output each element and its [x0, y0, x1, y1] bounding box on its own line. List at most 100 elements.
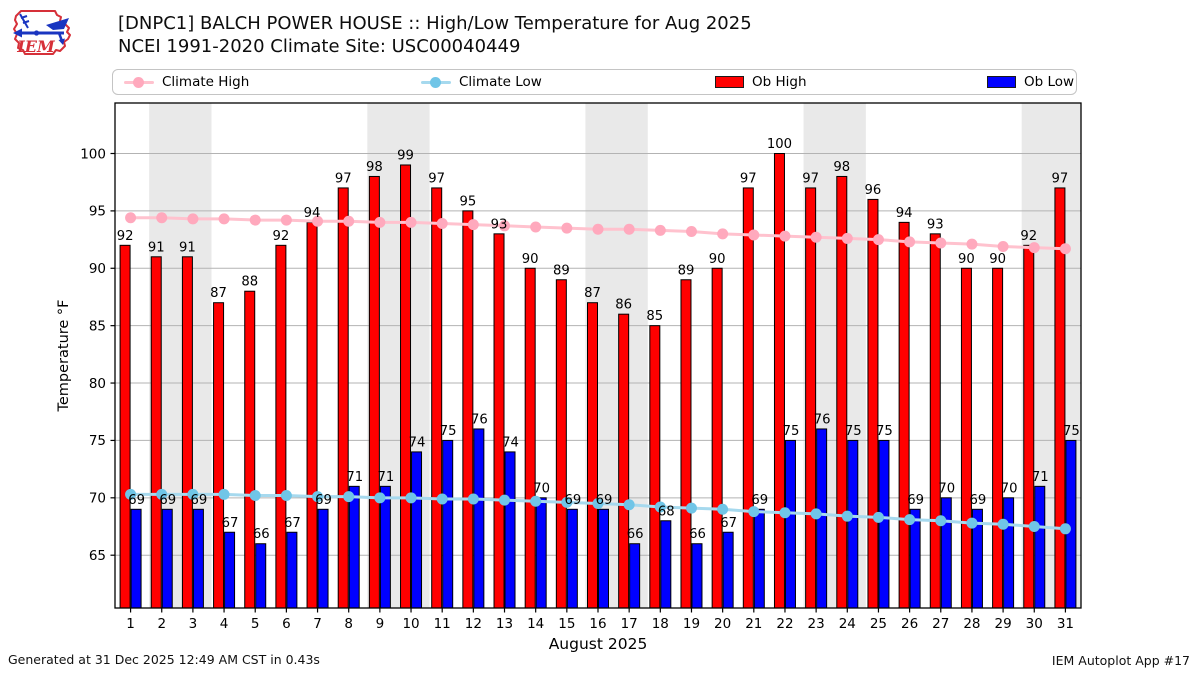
wind-vane-icon — [13, 13, 69, 45]
climate-line-marker — [218, 488, 230, 500]
bar — [462, 210, 474, 609]
bar — [286, 531, 298, 609]
x-tick-label: 16 — [589, 616, 606, 632]
legend-item-climate-low: Climate Low — [421, 70, 542, 94]
climate-line-marker — [997, 518, 1009, 530]
legend-label: Ob High — [752, 74, 807, 90]
legend: Climate High Climate Low Ob High Ob Low — [112, 69, 1077, 95]
y-tick-label: 85 — [89, 318, 106, 334]
x-tick-label: 1 — [126, 616, 135, 632]
climate-line-marker — [467, 219, 479, 231]
value-label: 100 — [767, 137, 792, 152]
climate-line-marker — [343, 491, 355, 503]
bar — [431, 187, 443, 609]
climate-line-marker — [810, 508, 822, 520]
x-tick-label: 5 — [251, 616, 260, 632]
value-label: 91 — [179, 240, 196, 255]
bar — [161, 508, 173, 609]
bar — [130, 508, 142, 609]
value-label: 98 — [833, 160, 850, 175]
bar — [660, 520, 672, 609]
x-axis-label: August 2025 — [549, 635, 648, 653]
legend-patch-icon — [987, 76, 1016, 88]
bar — [306, 221, 318, 609]
value-label: 94 — [304, 206, 321, 221]
climate-line-marker — [499, 220, 511, 232]
climate-line-marker — [436, 218, 448, 230]
legend-item-climate-high: Climate High — [124, 70, 249, 94]
climate-line-marker — [530, 221, 542, 233]
climate-line-marker — [904, 236, 916, 248]
value-label: 66 — [627, 527, 644, 542]
legend-label: Climate High — [162, 74, 250, 90]
climate-line-marker — [685, 502, 697, 514]
value-label: 75 — [783, 424, 800, 439]
x-tick-label: 31 — [1057, 616, 1074, 632]
x-tick-label: 11 — [434, 616, 451, 632]
value-label: 97 — [428, 171, 445, 186]
value-label: 71 — [346, 470, 363, 485]
bar — [773, 153, 785, 609]
climate-line-marker — [1028, 242, 1040, 254]
value-label: 89 — [553, 263, 570, 278]
value-label: 97 — [1052, 171, 1069, 186]
climate-line-marker — [530, 495, 542, 507]
x-tick-label: 15 — [558, 616, 575, 632]
legend-patch-icon — [715, 76, 744, 88]
ob-low-value-labels: 69 69 69 67 66 67 69 71 71 74 75 76 74 70 69 69 66 68 66 67… — [128, 412, 1080, 542]
climate-line-marker — [343, 215, 355, 227]
climate-line-marker — [280, 214, 292, 226]
x-tick-label: 4 — [220, 616, 229, 632]
bar — [940, 497, 952, 609]
value-label: 90 — [709, 252, 726, 267]
bar — [960, 267, 972, 609]
climate-line-marker — [156, 488, 168, 500]
value-label: 93 — [927, 217, 944, 232]
bar — [244, 290, 256, 609]
value-label: 97 — [335, 171, 352, 186]
x-tick-label: 7 — [313, 616, 322, 632]
bar — [255, 543, 267, 609]
climate-line-marker — [218, 213, 230, 225]
climate-line-marker — [717, 228, 729, 240]
value-label: 69 — [315, 493, 332, 508]
value-label: 70 — [1001, 481, 1018, 496]
climate-line-marker — [872, 234, 884, 246]
climate-line-marker — [561, 496, 573, 508]
bar — [337, 187, 349, 609]
climate-line-marker — [966, 238, 978, 250]
climate-line-marker — [405, 216, 417, 228]
chart-title: [DNPC1] BALCH POWER HOUSE :: High/Low Te… — [118, 13, 752, 34]
value-label: 75 — [876, 424, 893, 439]
value-label: 89 — [678, 263, 695, 278]
climate-line-marker — [249, 214, 261, 226]
climate-line-marker — [1028, 521, 1040, 533]
bar — [411, 451, 423, 609]
value-label: 75 — [845, 424, 862, 439]
bar — [119, 244, 131, 609]
climate-line-marker — [779, 230, 791, 242]
value-label: 96 — [865, 183, 882, 198]
x-tick-label: 24 — [839, 616, 856, 632]
y-tick-label: 100 — [80, 146, 106, 162]
climate-line-marker — [748, 506, 760, 518]
x-tick-label: 27 — [932, 616, 949, 632]
value-label: 70 — [533, 481, 550, 496]
x-tick-label: 18 — [652, 616, 669, 632]
legend-label: Climate Low — [459, 74, 542, 90]
bar — [555, 279, 567, 609]
climate-line-marker — [249, 490, 261, 502]
iem-logo: IEM — [13, 10, 71, 56]
bar — [784, 439, 796, 609]
climate-line-marker — [1059, 243, 1071, 255]
climate-line-marker — [312, 491, 324, 503]
x-tick-label: 10 — [402, 616, 419, 632]
bar — [317, 508, 329, 609]
climate-line-marker — [499, 494, 511, 506]
bar — [878, 439, 890, 609]
value-label: 90 — [958, 252, 975, 267]
climate-line-marker — [748, 229, 760, 241]
value-label: 75 — [440, 424, 457, 439]
